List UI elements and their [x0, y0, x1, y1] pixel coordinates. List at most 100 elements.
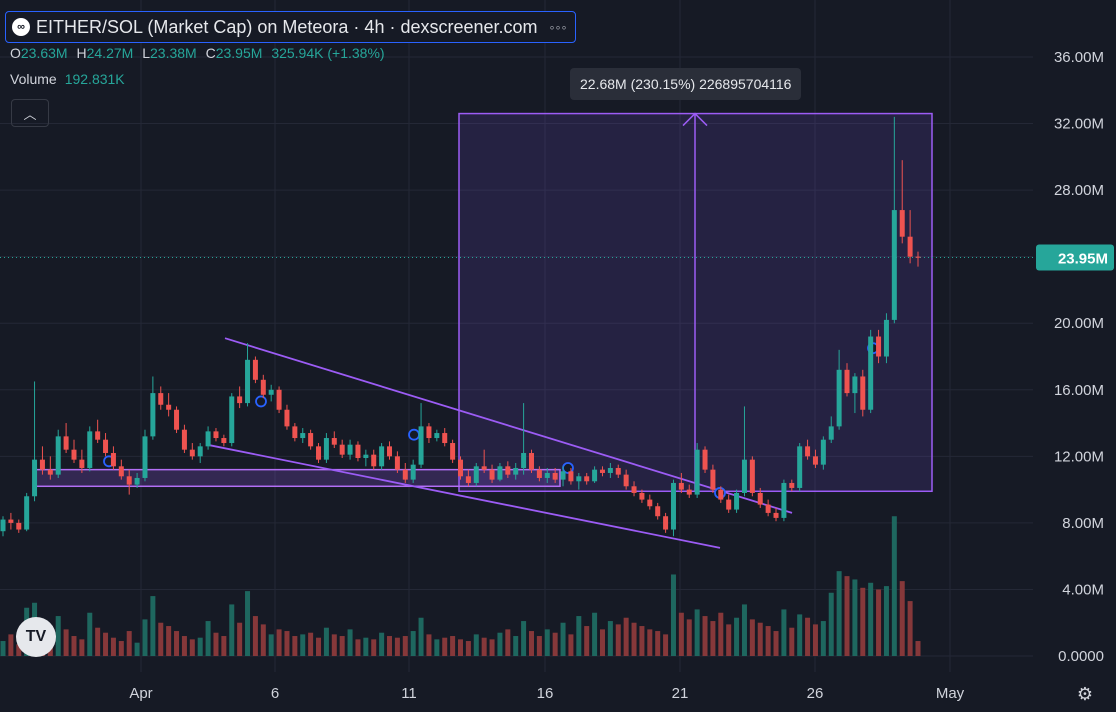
candle-body: [268, 389, 274, 395]
candle-body: [868, 336, 874, 410]
volume-bar: [63, 629, 69, 656]
candle-body: [686, 489, 692, 495]
volume-bar: [245, 591, 251, 656]
volume-bar: [252, 616, 258, 656]
volume-bar: [442, 637, 448, 656]
candle-body: [899, 210, 905, 237]
candle-body: [166, 404, 172, 410]
volume-bar: [797, 614, 803, 656]
candle-body: [221, 438, 227, 444]
volume-bar: [607, 621, 613, 656]
volume-bar: [181, 636, 187, 656]
candle-body: [32, 459, 38, 497]
volume-bar: [639, 626, 645, 656]
close-value: 23.95M: [215, 45, 263, 61]
volume-bar: [292, 636, 298, 656]
candle-body: [505, 466, 511, 475]
candle-body: [205, 431, 211, 447]
candle-body: [308, 433, 314, 447]
candle-body: [158, 393, 164, 405]
volume-bar: [150, 596, 156, 656]
volume-bar: [213, 632, 219, 656]
candle-body: [79, 459, 85, 468]
candle-body: [844, 369, 850, 394]
candle-body: [536, 469, 542, 478]
candle-body: [316, 446, 322, 460]
candle-body: [726, 499, 732, 510]
volume-bar: [544, 629, 550, 656]
candle-body: [347, 444, 353, 455]
volume-bar: [599, 629, 605, 656]
volume-bar: [497, 632, 503, 656]
volume-bar: [71, 636, 77, 656]
volume-bar: [820, 621, 826, 656]
candle-body: [197, 446, 203, 457]
y-tick-label: 4.00M: [1062, 581, 1104, 598]
x-tick-label: 6: [271, 685, 279, 702]
volume-bar: [0, 641, 6, 656]
candle-body: [615, 467, 621, 475]
gear-icon[interactable]: ⚙: [1076, 683, 1094, 704]
candle-body: [718, 489, 724, 500]
volume-bar: [623, 617, 629, 656]
y-tick-label: 8.00M: [1062, 515, 1104, 532]
candle-body: [915, 256, 921, 258]
candle-body: [150, 393, 156, 437]
volume-bar: [197, 637, 203, 656]
candle-body: [126, 476, 132, 485]
y-tick-label: 0.0000: [1058, 648, 1104, 665]
candle-body: [229, 396, 235, 444]
x-tick-label: 16: [537, 685, 554, 702]
candle-body: [355, 444, 361, 458]
y-tick-label: 32.00M: [1054, 116, 1104, 133]
candle-body: [655, 506, 661, 517]
volume-bar: [473, 634, 479, 656]
open-label: O: [10, 45, 21, 61]
volume-bar: [142, 619, 148, 656]
candle-body: [907, 236, 913, 257]
open-value: 23.63M: [20, 45, 68, 61]
candle-body: [47, 469, 53, 475]
chevron-up-icon[interactable]: ︿: [11, 99, 49, 127]
candle-body: [118, 466, 124, 477]
candle-body: [568, 471, 574, 482]
volume-bar: [418, 617, 424, 656]
tradingview-logo-icon[interactable]: TV: [16, 617, 56, 657]
candle-body: [213, 431, 219, 439]
low-label: L: [142, 45, 150, 61]
symbol-header[interactable]: ∞ EITHER/SOL (Market Cap) on Meteora · 4…: [5, 11, 577, 43]
event-marker: [408, 428, 420, 441]
chart-title: EITHER/SOL (Market Cap) on Meteora · 4h …: [36, 16, 538, 37]
volume-bar: [489, 639, 495, 656]
volume-bar: [781, 609, 787, 656]
candle-body: [631, 486, 637, 493]
volume-label: Volume: [10, 71, 57, 87]
candle-body: [0, 519, 6, 532]
volume-bar: [726, 624, 732, 656]
candle-body: [678, 482, 684, 490]
candle-body: [670, 482, 676, 530]
volume-bar: [363, 637, 369, 656]
x-tick-label: 11: [401, 685, 417, 702]
measure-tooltip: 22.68M (230.15%) 226895704116: [570, 68, 802, 100]
volume-bar: [734, 617, 740, 656]
y-tick-label: 12.00M: [1054, 448, 1104, 465]
candle-body: [252, 359, 258, 380]
volume-bar: [126, 631, 132, 656]
volume-bar: [615, 624, 621, 656]
volume-bar: [663, 634, 669, 656]
volume-bar: [521, 621, 527, 656]
last-price-tag: [1036, 244, 1114, 271]
candle-body: [39, 459, 45, 470]
volume-bar: [741, 604, 747, 656]
volume-bar: [670, 574, 676, 656]
candle-body: [379, 446, 385, 467]
candle-body: [513, 467, 519, 475]
volume-bar: [655, 631, 661, 656]
candle-body: [237, 396, 243, 404]
volume-bar: [686, 619, 692, 656]
more-dots-icon[interactable]: ◦◦◦: [549, 19, 568, 35]
volume-bar: [189, 639, 195, 656]
candle-body: [24, 496, 30, 530]
